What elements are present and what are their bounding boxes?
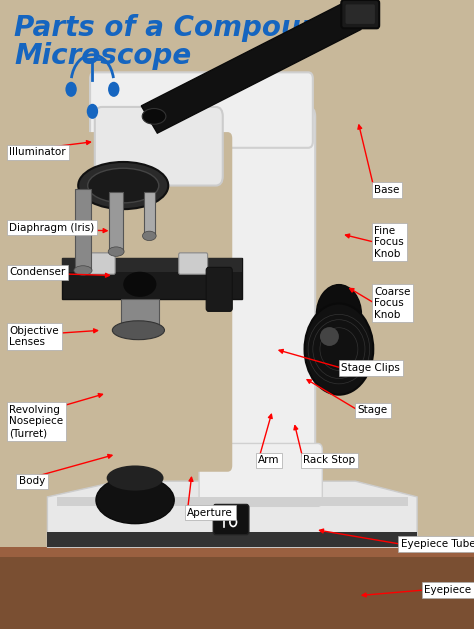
Ellipse shape [142,108,166,125]
Bar [0,0,474,547]
Text: Arm: Arm [258,455,280,465]
Ellipse shape [123,272,156,297]
Bar [121,299,159,327]
Text: Condenser: Condenser [9,267,66,277]
Circle shape [87,104,98,119]
Ellipse shape [96,477,174,523]
Ellipse shape [107,465,164,491]
Text: Fine
Focus
Knob: Fine Focus Knob [374,226,404,259]
Bar [47,532,417,547]
Text: Objective
Lenses: Objective Lenses [9,326,59,347]
Bar [57,497,408,506]
FancyBboxPatch shape [206,107,315,503]
Bar [62,258,242,272]
FancyBboxPatch shape [179,253,208,274]
FancyBboxPatch shape [66,132,232,472]
Ellipse shape [304,303,373,395]
Ellipse shape [112,321,164,340]
FancyBboxPatch shape [213,504,249,535]
Bar [109,192,123,252]
Bar [75,189,91,270]
FancyBboxPatch shape [199,443,322,506]
Bar [144,192,155,236]
Text: Body: Body [19,476,45,486]
Text: Illuminator: Illuminator [9,147,66,157]
Ellipse shape [143,231,156,240]
Text: Revolving
Nosepiece
(Turret): Revolving Nosepiece (Turret) [9,405,64,438]
Polygon shape [47,481,417,547]
Text: Stage Clips: Stage Clips [341,363,400,373]
Bar [127,325,153,335]
Text: Eyepiece: Eyepiece [424,585,471,595]
Text: Stage: Stage [358,405,388,415]
Polygon shape [141,2,361,133]
Text: Eyepiece Tube: Eyepiece Tube [401,539,474,549]
Text: Aperture: Aperture [187,508,233,518]
Text: Microscope: Microscope [14,42,191,70]
FancyBboxPatch shape [90,72,313,148]
Text: Coarse
Focus
Knob: Coarse Focus Knob [374,287,411,320]
FancyBboxPatch shape [62,258,242,299]
Text: Base: Base [374,185,400,195]
Ellipse shape [108,247,124,257]
FancyBboxPatch shape [86,253,115,274]
Ellipse shape [316,284,361,345]
Bar [0,554,474,629]
Ellipse shape [78,162,168,209]
Circle shape [65,82,77,97]
FancyBboxPatch shape [206,267,232,311]
Text: Parts of a Compound: Parts of a Compound [14,14,341,42]
FancyBboxPatch shape [346,4,375,24]
Circle shape [108,82,119,97]
Ellipse shape [320,327,339,346]
FancyBboxPatch shape [341,0,379,28]
Text: Diaphragm (Iris): Diaphragm (Iris) [9,223,95,233]
Bar [0,547,474,557]
Ellipse shape [74,266,92,276]
Ellipse shape [88,168,159,203]
Text: Rack Stop: Rack Stop [303,455,356,465]
FancyBboxPatch shape [95,107,223,186]
